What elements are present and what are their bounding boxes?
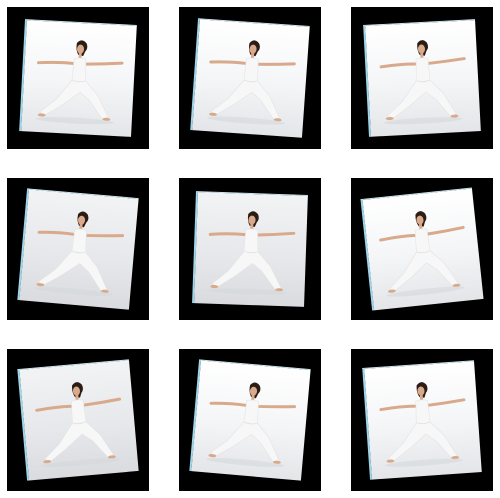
yoga-figure-illustration [379,211,465,297]
yoga-figure-illustration [206,382,297,467]
yoga-figure-illustration [34,211,125,296]
tile-1 [7,7,149,149]
yoga-photo [17,359,139,481]
yoga-figure-illustration [206,40,296,125]
yoga-photo [19,19,137,137]
tile-6 [351,178,493,320]
yoga-photo [189,359,311,481]
yoga-photo [190,18,310,138]
yoga-photo [17,188,139,310]
tile-4 [7,178,149,320]
tile-7 [7,349,149,491]
tile-2 [179,7,321,149]
yoga-figure-illustration [379,40,466,125]
yoga-photo [192,191,308,307]
yoga-figure-illustration [208,211,296,295]
tile-3 [351,7,493,149]
tile-8 [179,349,321,491]
yoga-figure-illustration [35,382,122,468]
tile-5 [179,178,321,320]
yoga-photo [362,360,482,480]
tile-9 [351,349,493,491]
yoga-figure-illustration [379,382,466,467]
yoga-photo [360,187,484,311]
yoga-figure-illustration [35,40,124,125]
yoga-photo [363,19,481,137]
